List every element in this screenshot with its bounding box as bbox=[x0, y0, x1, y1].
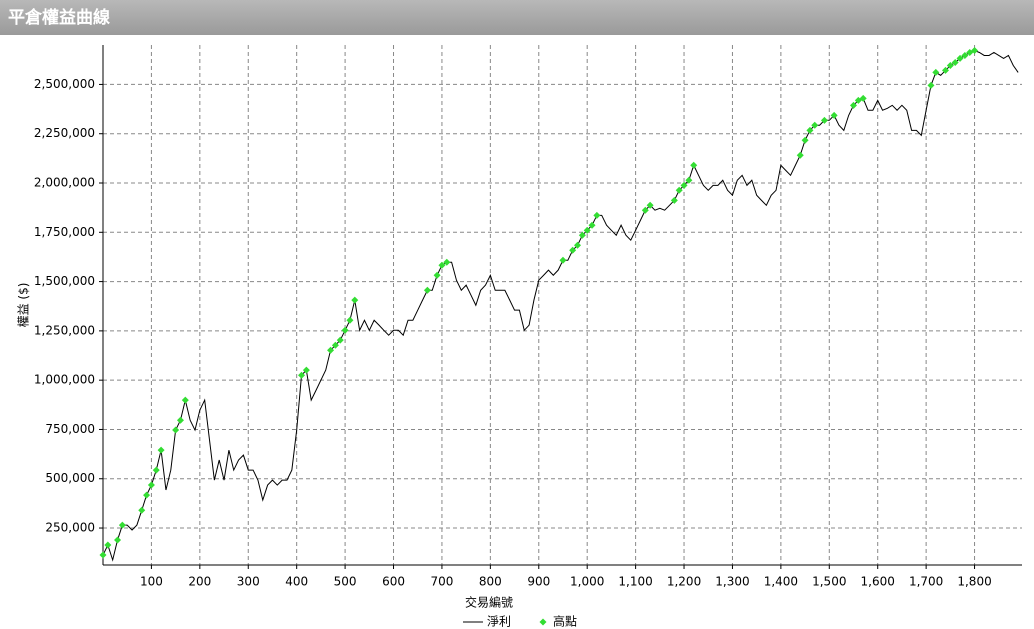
legend-marker bbox=[539, 618, 547, 626]
x-tick-label: 300 bbox=[237, 575, 260, 589]
high-point bbox=[811, 121, 819, 129]
legend-label: 淨利 bbox=[487, 615, 511, 629]
high-point bbox=[675, 186, 683, 194]
high-point bbox=[104, 541, 112, 549]
x-tick-label: 200 bbox=[188, 575, 211, 589]
high-point bbox=[423, 286, 431, 294]
x-axis-label: 交易編號 bbox=[465, 595, 513, 610]
high-point bbox=[685, 176, 693, 184]
y-tick-label: 500,000 bbox=[45, 471, 95, 485]
high-point bbox=[641, 206, 649, 214]
x-tick-label: 600 bbox=[382, 575, 405, 589]
x-tick-label: 1,600 bbox=[861, 575, 895, 589]
high-point bbox=[351, 296, 359, 304]
y-tick-label: 2,500,000 bbox=[34, 77, 95, 91]
x-tick-label: 1,700 bbox=[909, 575, 943, 589]
high-point bbox=[670, 196, 678, 204]
y-tick-label: 1,500,000 bbox=[34, 274, 95, 288]
high-point bbox=[951, 59, 959, 67]
high-point bbox=[331, 341, 339, 349]
x-tick-label: 1,300 bbox=[715, 575, 749, 589]
x-tick-label: 1,800 bbox=[957, 575, 991, 589]
high-point bbox=[147, 481, 155, 489]
high-point bbox=[578, 231, 586, 239]
high-point bbox=[941, 66, 949, 74]
high-point bbox=[583, 226, 591, 234]
high-point bbox=[438, 261, 446, 269]
high-point bbox=[138, 506, 146, 514]
high-point bbox=[956, 54, 964, 62]
high-point bbox=[327, 346, 335, 354]
y-tick-label: 1,750,000 bbox=[34, 225, 95, 239]
high-point bbox=[820, 116, 828, 124]
high-point bbox=[336, 336, 344, 344]
high-point bbox=[157, 446, 165, 454]
high-point bbox=[588, 221, 596, 229]
high-point bbox=[574, 241, 582, 249]
high-point bbox=[99, 551, 107, 559]
high-point bbox=[971, 47, 979, 55]
high-point bbox=[961, 51, 969, 59]
x-tick-label: 1,200 bbox=[667, 575, 701, 589]
high-point bbox=[946, 62, 954, 70]
y-tick-label: 2,000,000 bbox=[34, 176, 95, 190]
y-tick-label: 2,250,000 bbox=[34, 126, 95, 140]
chart-title: 平倉權益曲線 bbox=[8, 7, 110, 28]
high-point bbox=[341, 326, 349, 334]
high-point bbox=[152, 466, 160, 474]
high-point bbox=[114, 536, 122, 544]
high-point bbox=[298, 371, 306, 379]
x-tick-label: 1,100 bbox=[618, 575, 652, 589]
x-tick-label: 1,500 bbox=[812, 575, 846, 589]
x-tick-label: 100 bbox=[140, 575, 163, 589]
equity-line bbox=[102, 49, 1019, 562]
y-axis-label: 權益 ($) bbox=[17, 283, 31, 328]
x-tick-label: 500 bbox=[334, 575, 357, 589]
high-point bbox=[830, 111, 838, 119]
legend-label: 高點 bbox=[553, 614, 577, 629]
high-point bbox=[850, 101, 858, 109]
high-point bbox=[690, 161, 698, 169]
high-point bbox=[806, 126, 814, 134]
x-tick-label: 400 bbox=[285, 575, 308, 589]
high-point bbox=[646, 201, 654, 209]
high-point bbox=[302, 366, 310, 374]
x-tick-label: 1,400 bbox=[764, 575, 798, 589]
high-point bbox=[593, 211, 601, 219]
y-tick-label: 250,000 bbox=[45, 521, 95, 535]
high-point bbox=[176, 416, 184, 424]
y-tick-label: 750,000 bbox=[45, 422, 95, 436]
y-tick-label: 1,250,000 bbox=[34, 323, 95, 337]
high-point bbox=[172, 426, 180, 434]
high-point bbox=[443, 258, 451, 266]
high-point bbox=[569, 246, 577, 254]
high-point bbox=[433, 271, 441, 279]
high-point bbox=[118, 521, 126, 529]
high-point bbox=[932, 68, 940, 76]
high-point bbox=[796, 151, 804, 159]
high-point bbox=[859, 94, 867, 102]
high-point bbox=[559, 256, 567, 264]
high-point bbox=[927, 81, 935, 89]
y-tick-label: 1,000,000 bbox=[34, 373, 95, 387]
high-point bbox=[143, 491, 151, 499]
x-tick-label: 700 bbox=[430, 575, 453, 589]
x-tick-label: 800 bbox=[479, 575, 502, 589]
high-point bbox=[346, 316, 354, 324]
high-point bbox=[680, 181, 688, 189]
title-bar bbox=[0, 0, 1034, 35]
high-point bbox=[181, 396, 189, 404]
x-tick-label: 1,000 bbox=[570, 575, 604, 589]
high-point bbox=[801, 136, 809, 144]
x-tick-label: 900 bbox=[527, 575, 550, 589]
